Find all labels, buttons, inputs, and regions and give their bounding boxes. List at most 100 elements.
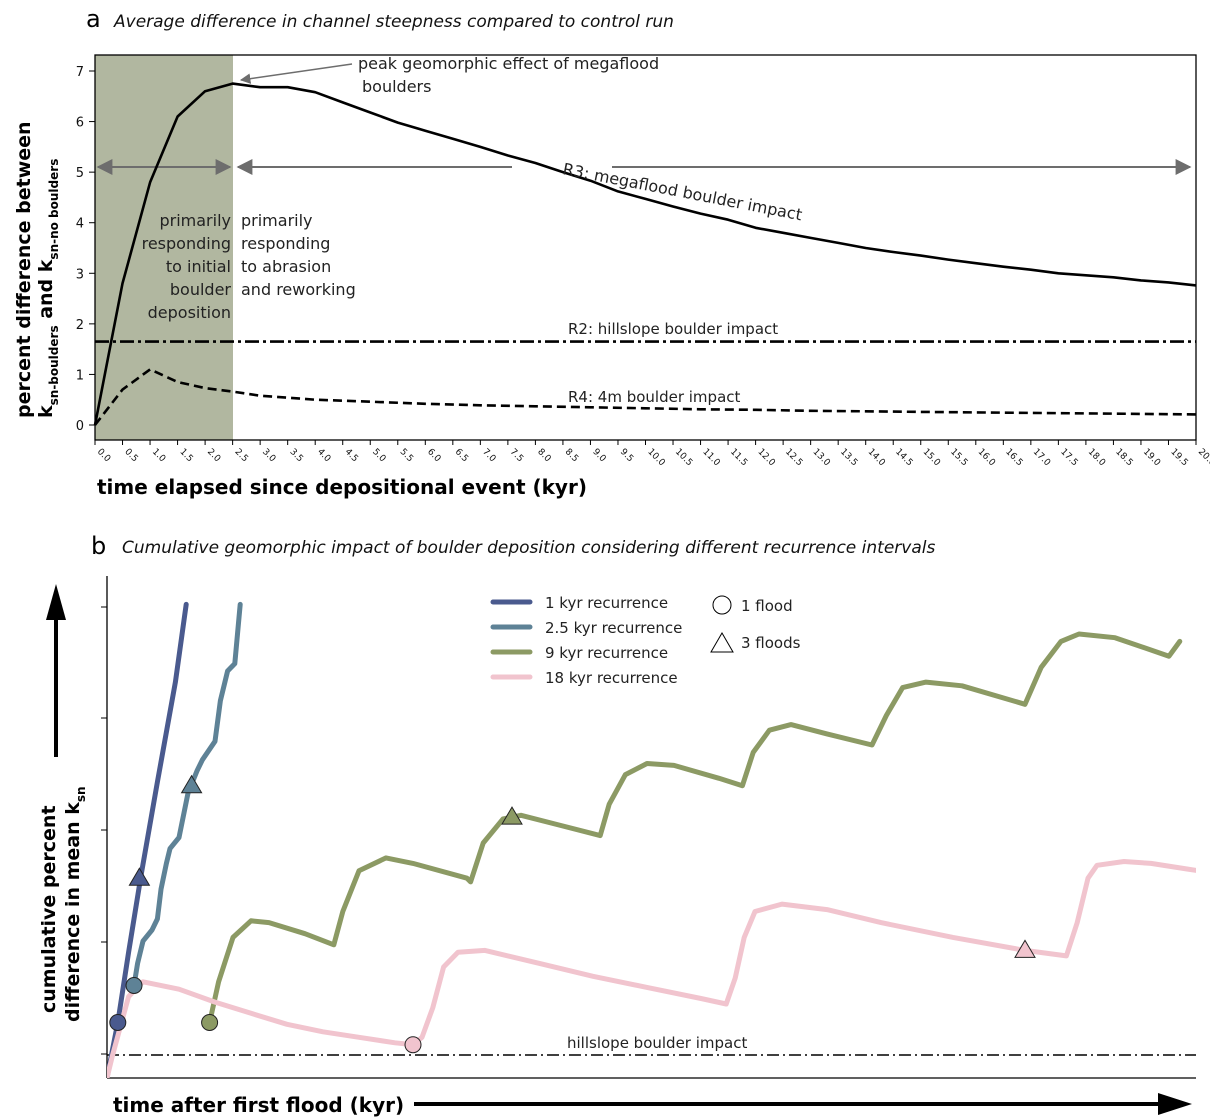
x-tick-label: 1.5 <box>177 447 194 464</box>
marker-circle-1-kyr-recurrence <box>109 1014 127 1031</box>
panel-b-letter: b <box>91 532 106 560</box>
x-tick-label: 2.5 <box>233 447 250 464</box>
r2-series-label: R2: hillslope boulder impact <box>568 320 778 338</box>
panel-a-series <box>93 82 1197 426</box>
hillslope-reference-label: hillslope boulder impact <box>567 1034 747 1052</box>
legend-triangle-label: 3 floods <box>741 634 801 652</box>
marker-triangle-18-kyr-recurrence <box>1014 939 1036 958</box>
x-tick-label: 1.0 <box>150 447 167 464</box>
y-tick-label: 4 <box>76 217 84 232</box>
x-tick-label: 0.5 <box>122 447 139 464</box>
peak-annotation-line2: boulders <box>362 77 431 96</box>
panel-a-letter: a <box>86 5 101 33</box>
deposition-phase-line5: deposition <box>148 303 231 322</box>
up-arrow-icon <box>46 584 66 620</box>
abrasion-phase-line1: primarily <box>241 211 313 230</box>
x-tick-label: 18.5 <box>1113 447 1134 468</box>
y-tick-label: 6 <box>76 116 84 131</box>
panel-b-x-axis-title: time after first flood (kyr) <box>113 1093 404 1117</box>
x-tick-label: 16.0 <box>976 447 997 468</box>
x-tick-label: 15.0 <box>921 447 942 468</box>
series-line-9-kyr-recurrence <box>207 631 1183 1025</box>
x-tick-label: 13.0 <box>811 447 832 468</box>
panel-b-axes <box>101 576 1196 1079</box>
panel-a-x-axis-title: time elapsed since depositional event (k… <box>97 475 587 499</box>
panel-b-title: Cumulative geomorphic impact of boulder … <box>122 538 935 558</box>
abrasion-phase-line2: responding <box>241 234 330 253</box>
x-tick-label: 0.0 <box>95 447 112 464</box>
deposition-phase-line3: to initial <box>166 257 231 276</box>
legend-label-2_5kyr: 2.5 kyr recurrence <box>545 619 682 637</box>
series-line-r4 <box>93 368 1197 426</box>
x-tick-label: 14.0 <box>866 447 887 468</box>
marker-circle-2-5-kyr-recurrence <box>125 977 143 994</box>
r4-series-label: R4: 4m boulder impact <box>568 388 741 406</box>
panel-a-y-axis-title-line2: ksn-boulders and ksn-no boulders <box>35 159 61 418</box>
panel-b-y-axis-title-line2: difference in mean ksn <box>62 786 88 1022</box>
legend-label-18kyr: 18 kyr recurrence <box>545 669 678 687</box>
deposition-phase-line2: responding <box>142 234 231 253</box>
x-tick-label: 6.0 <box>425 447 442 464</box>
x-tick-label: 4.5 <box>343 447 360 464</box>
panel-a-title: Average difference in channel steepness … <box>113 12 674 32</box>
panel-a-y-axis: 0 1 2 3 4 5 6 7 <box>76 65 95 434</box>
x-tick-label: 11.5 <box>728 447 749 468</box>
marker-triangle-9-kyr-recurrence <box>501 806 523 825</box>
legend-label-9kyr: 9 kyr recurrence <box>545 644 668 662</box>
x-tick-label: 15.5 <box>948 447 969 468</box>
panel-b-markers <box>109 774 1036 1054</box>
series-line-r3 <box>93 82 1197 426</box>
x-tick-label: 9.0 <box>590 447 607 464</box>
x-tick-label: 3.5 <box>288 447 305 464</box>
x-tick-label: 16.5 <box>1003 447 1024 468</box>
y-tick-label: 2 <box>76 318 84 333</box>
x-tick-label: 10.0 <box>645 447 666 468</box>
legend-circle-icon <box>712 595 732 615</box>
legend-triangle-icon <box>710 632 734 653</box>
x-tick-label: 7.0 <box>480 447 497 464</box>
x-tick-label: 5.5 <box>398 447 415 464</box>
abrasion-phase-line3: to abrasion <box>241 257 331 276</box>
marker-triangle-1-kyr-recurrence <box>128 867 151 886</box>
y-tick-label: 5 <box>76 166 84 181</box>
x-tick-label: 7.5 <box>508 447 525 464</box>
panel-b-y-axis-title-line1: cumulative percent <box>38 805 60 1013</box>
x-tick-label: 4.0 <box>315 447 332 464</box>
marker-triangle-2-5-kyr-recurrence <box>180 774 203 794</box>
x-tick-label: 11.0 <box>700 447 721 468</box>
marker-circle-18-kyr-recurrence <box>404 1036 422 1054</box>
legend-circle-label: 1 flood <box>741 597 793 615</box>
peak-annotation-line1: peak geomorphic effect of megaflood <box>358 54 659 73</box>
x-tick-label: 12.0 <box>755 447 776 468</box>
initial-deposition-shading <box>95 55 233 440</box>
panel-b-legend: 1 kyr recurrence 2.5 kyr recurrence 9 ky… <box>490 594 801 687</box>
x-tick-label: 3.0 <box>260 447 277 464</box>
x-tick-label: 19.0 <box>1141 447 1162 468</box>
y-tick-label: 7 <box>76 65 84 80</box>
x-tick-label: 17.0 <box>1031 447 1052 468</box>
legend-label-1kyr: 1 kyr recurrence <box>545 594 668 612</box>
x-tick-label: 14.5 <box>893 447 914 468</box>
right-arrow-icon <box>1158 1093 1192 1115</box>
panel-a-x-axis: 0.0 0.5 1.0 1.5 2.0 2.5 3.0 3.5 4.0 4.5 5.0 5.5 6.0 6… <box>94 440 1210 468</box>
x-tick-label: 17.5 <box>1058 447 1079 468</box>
y-tick-label: 0 <box>76 419 84 434</box>
series-line-18-kyr-recurrence <box>107 859 1196 1078</box>
abrasion-phase-line4: and reworking <box>241 280 356 299</box>
r3-series-label: R3: megaflood boulder impact <box>561 159 803 224</box>
x-tick-label: 2.0 <box>205 447 222 464</box>
peak-annotation-arrow <box>239 63 353 84</box>
x-tick-label: 20.0 <box>1196 447 1210 468</box>
x-tick-label: 19.5 <box>1168 447 1189 468</box>
x-tick-label: 13.5 <box>838 447 859 468</box>
deposition-phase-line4: boulder <box>170 280 232 299</box>
x-tick-label: 8.0 <box>535 447 552 464</box>
x-tick-label: 10.5 <box>673 447 694 468</box>
series-line-2-5-kyr-recurrence <box>131 601 243 988</box>
x-tick-label: 6.5 <box>453 447 470 464</box>
y-tick-label: 3 <box>76 267 84 282</box>
panel-a-y-axis-title-line1: percent difference between <box>13 121 35 418</box>
marker-circle-9-kyr-recurrence <box>201 1014 219 1031</box>
y-tick-label: 1 <box>76 368 84 383</box>
